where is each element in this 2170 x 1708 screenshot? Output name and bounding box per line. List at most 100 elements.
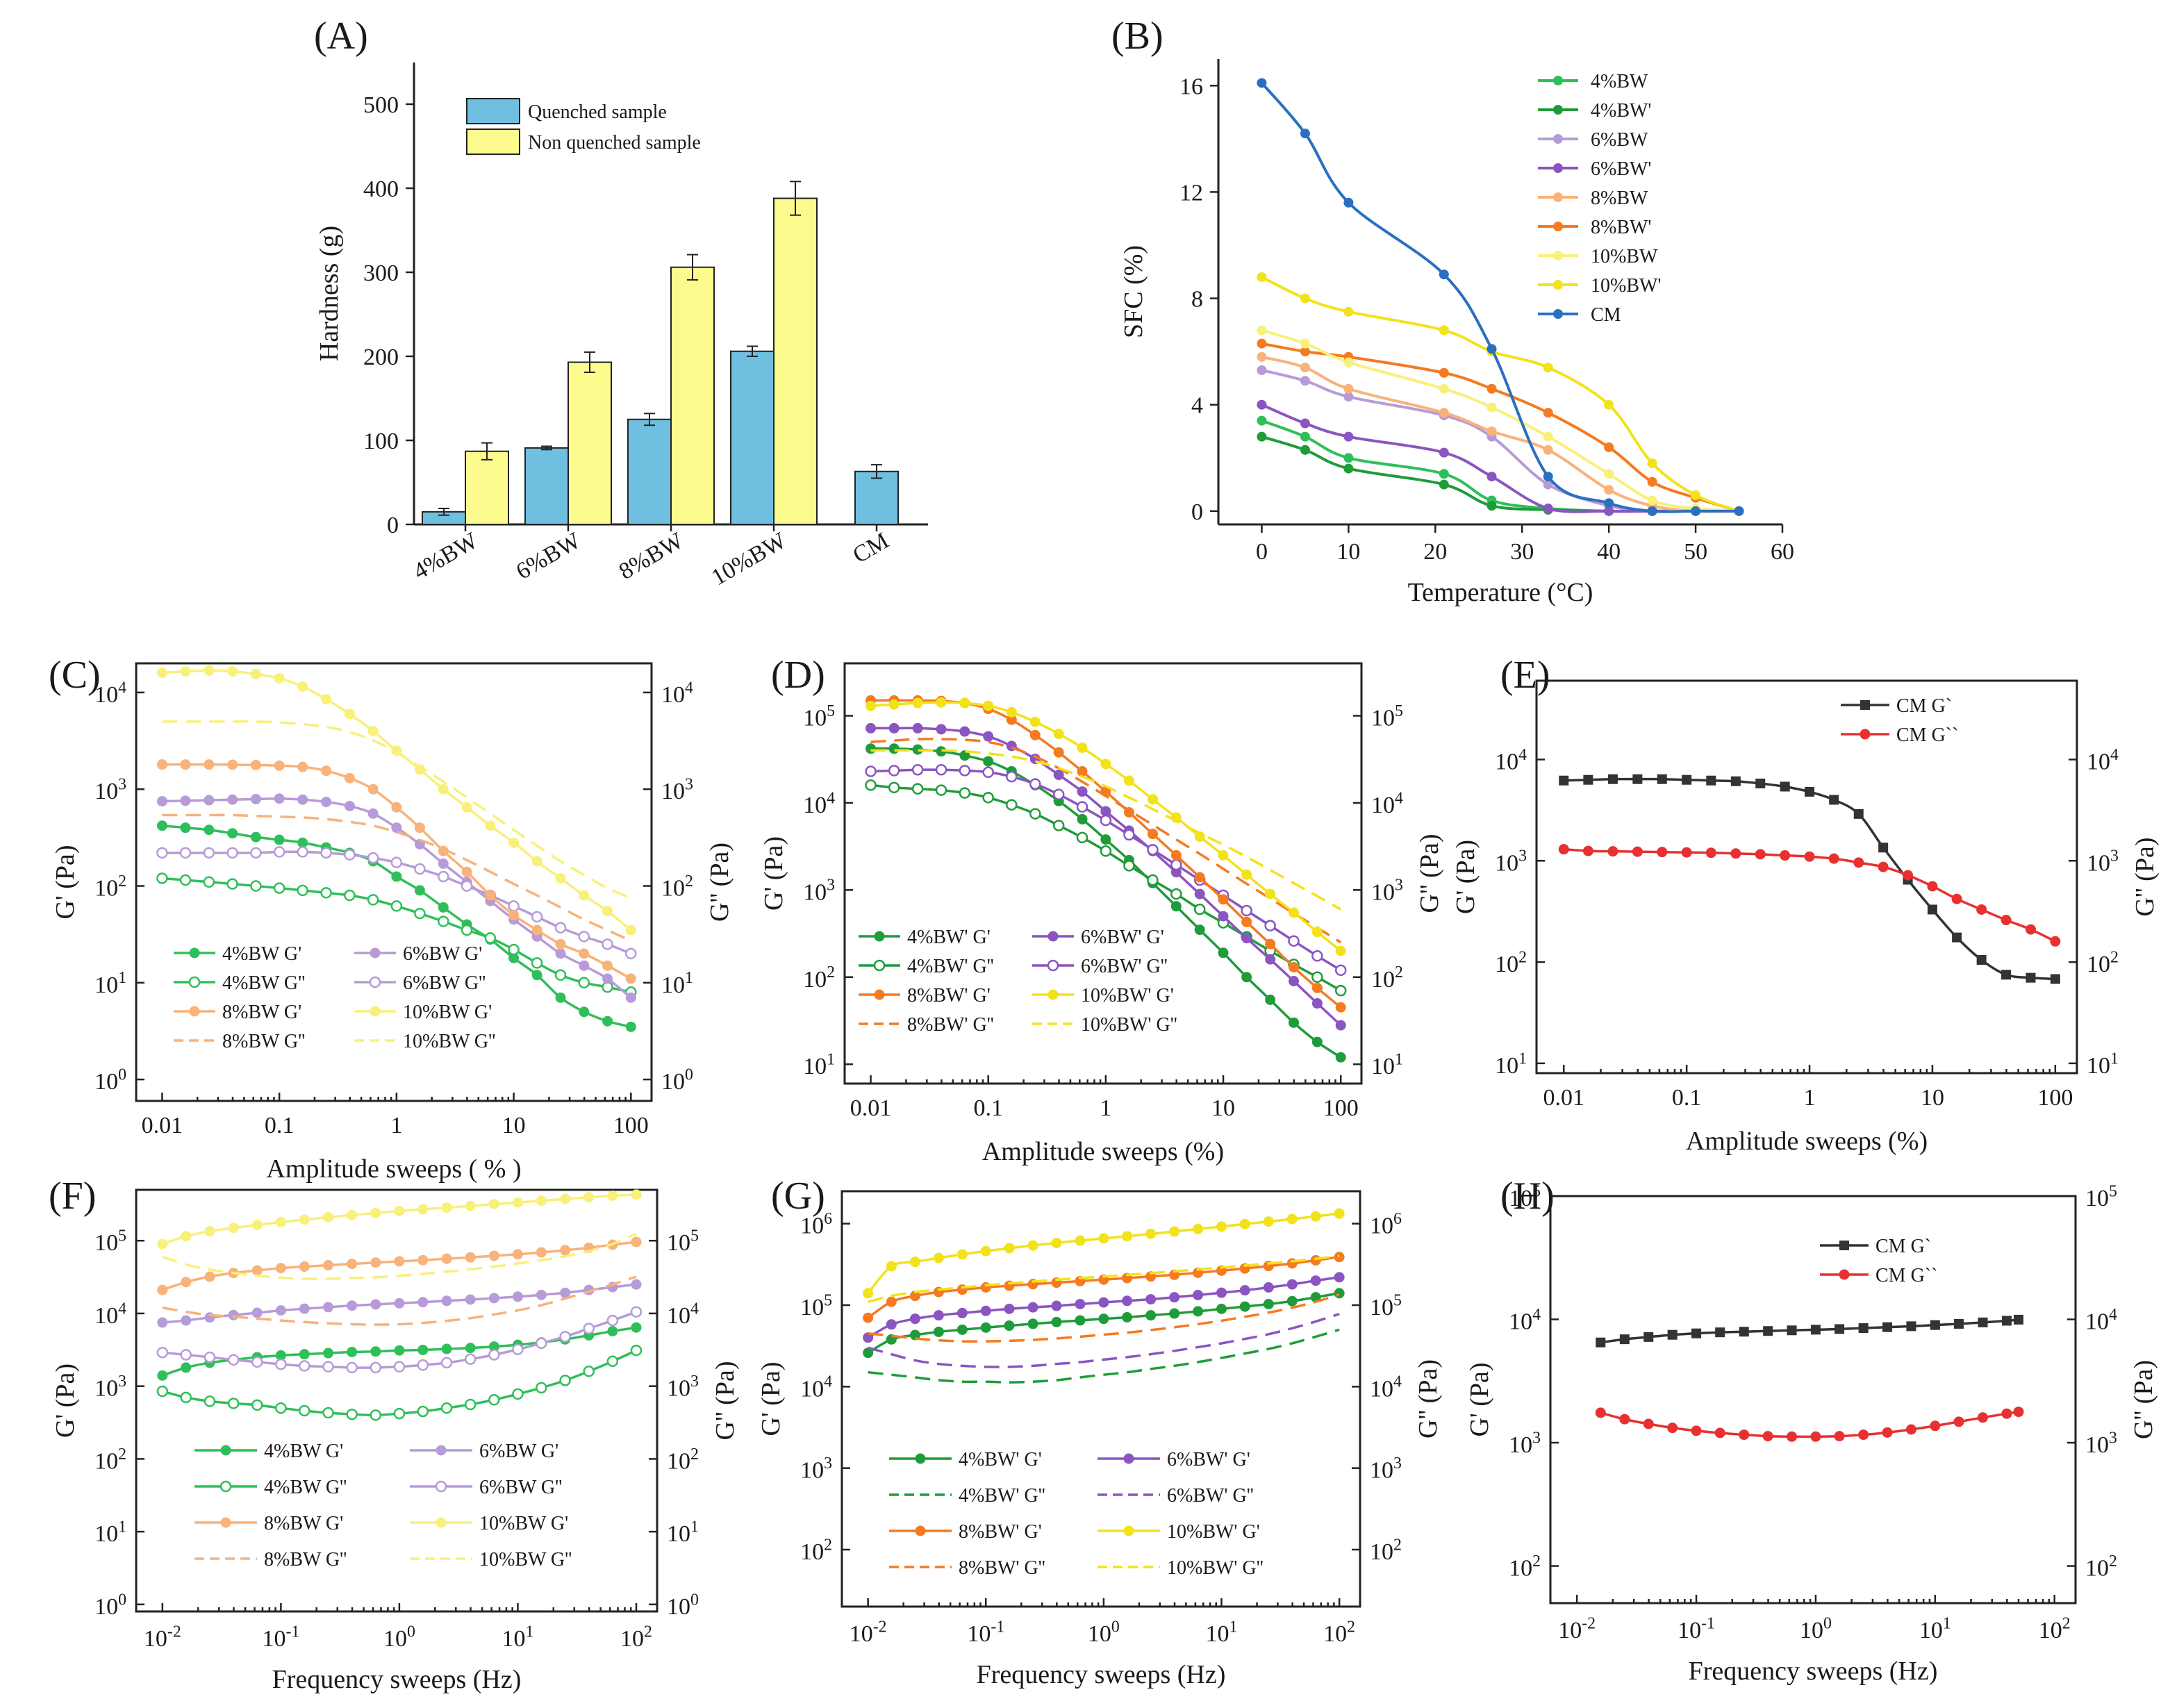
x-axis-title: Temperature (°C) (1408, 578, 1593, 607)
panel-label-f: (F) (49, 1175, 96, 1218)
series-line (1260, 82, 1739, 513)
x-tick-label: 10 (502, 1113, 526, 1138)
legend-label: 10%BW (1591, 246, 1658, 267)
data-point (578, 977, 590, 989)
data-point (414, 885, 425, 896)
y-tick-label: 104 (803, 789, 835, 818)
data-point (391, 871, 402, 882)
x-tick-label: 10%BW (707, 527, 791, 590)
data-point (959, 726, 970, 737)
data-point (1311, 1036, 1323, 1047)
data-point (1839, 1269, 1850, 1280)
data-point (347, 1300, 358, 1311)
data-point (465, 1200, 476, 1211)
data-point (1834, 1324, 1845, 1334)
y2-axis-title: G'' (Pa) (711, 1361, 740, 1441)
data-point (488, 1394, 500, 1406)
data-point (625, 947, 637, 960)
data-point (370, 1207, 381, 1218)
data-point (414, 907, 426, 920)
data-point (1657, 847, 1668, 858)
x-axis-title: Frequency sweeps (Hz) (1689, 1657, 1938, 1686)
x-tick-label: CM (849, 528, 893, 569)
data-point (181, 1362, 192, 1373)
data-point (274, 673, 285, 684)
data-point (1076, 801, 1088, 813)
plot-frame (1549, 1195, 2077, 1605)
y-tick-label: 101 (94, 969, 126, 998)
data-point (1905, 1424, 1916, 1435)
data-point (323, 1302, 334, 1313)
y2-tick-label: 105 (1371, 702, 1403, 731)
data-point (1075, 1315, 1086, 1326)
legend-marker (1553, 134, 1563, 144)
data-point (321, 765, 332, 777)
data-point (299, 1214, 310, 1225)
data-point (251, 1399, 263, 1411)
data-point (274, 834, 285, 845)
data-point (560, 1287, 571, 1298)
data-point (322, 1407, 334, 1419)
data-point (393, 1407, 406, 1420)
data-point (1218, 911, 1229, 922)
data-point (1257, 272, 1267, 282)
data-point (1543, 445, 1553, 455)
data-point (1098, 1313, 1109, 1325)
data-point (367, 808, 379, 819)
data-point (630, 1344, 643, 1357)
data-point (560, 1245, 571, 1256)
data-point (204, 1312, 215, 1323)
y-tick-label: 103 (1509, 1429, 1541, 1458)
y-tick-label: 101 (1495, 1050, 1527, 1079)
data-point (512, 1388, 524, 1400)
data-point (297, 884, 308, 897)
data-point (220, 1480, 232, 1493)
data-point (1343, 431, 1354, 442)
x-tick-label: 10 (1336, 539, 1360, 565)
data-point (583, 1323, 595, 1334)
data-point (512, 1197, 523, 1208)
data-point (1705, 847, 1716, 859)
x-tick-label: 100 (1088, 1618, 1120, 1647)
data-point (982, 766, 994, 779)
data-point (888, 699, 900, 710)
series-line (868, 1254, 1340, 1303)
x-tick-label: 101 (502, 1623, 533, 1652)
data-point (2001, 1316, 2012, 1326)
plot-frame (840, 1190, 1361, 1608)
data-point (1543, 408, 1553, 418)
data-point (1952, 932, 1962, 943)
series-line (868, 1293, 1340, 1343)
y2-tick-label: 106 (1370, 1210, 1402, 1239)
data-point (414, 764, 425, 775)
data-point (1734, 506, 1744, 516)
data-point (1006, 799, 1018, 811)
data-point (1289, 907, 1300, 918)
data-point (2050, 936, 2061, 947)
y2-tick-label: 104 (1371, 789, 1403, 818)
data-point (1486, 344, 1497, 354)
data-point (485, 820, 496, 831)
data-point (555, 948, 566, 959)
data-point (344, 849, 356, 861)
data-point (1643, 1332, 1654, 1342)
data-point (1558, 844, 1569, 855)
series-line (1261, 355, 1739, 513)
y-tick-label: 500 (363, 92, 399, 118)
panel-label-h: (H) (1500, 1175, 1555, 1218)
data-point (1122, 1311, 1133, 1323)
data-point (344, 800, 355, 811)
y-tick-label: 104 (94, 1300, 126, 1329)
chart-d: 0.01 0.1 1 10 100 101 101 102 102 103 103 104 104 105… (759, 662, 1444, 1166)
data-point (484, 932, 497, 944)
data-point (959, 787, 971, 799)
legend-marker (1553, 280, 1563, 290)
data-point (179, 874, 192, 886)
chart-g: 10-2 10-1 100 101 102 102 102 103 103 104 104 105 10… (756, 1190, 1443, 1689)
data-point (1976, 954, 1987, 965)
data-point (156, 759, 167, 770)
data-point (1239, 1301, 1250, 1312)
data-point (1300, 293, 1310, 304)
data-point (1682, 774, 1692, 785)
data-point (189, 947, 200, 959)
